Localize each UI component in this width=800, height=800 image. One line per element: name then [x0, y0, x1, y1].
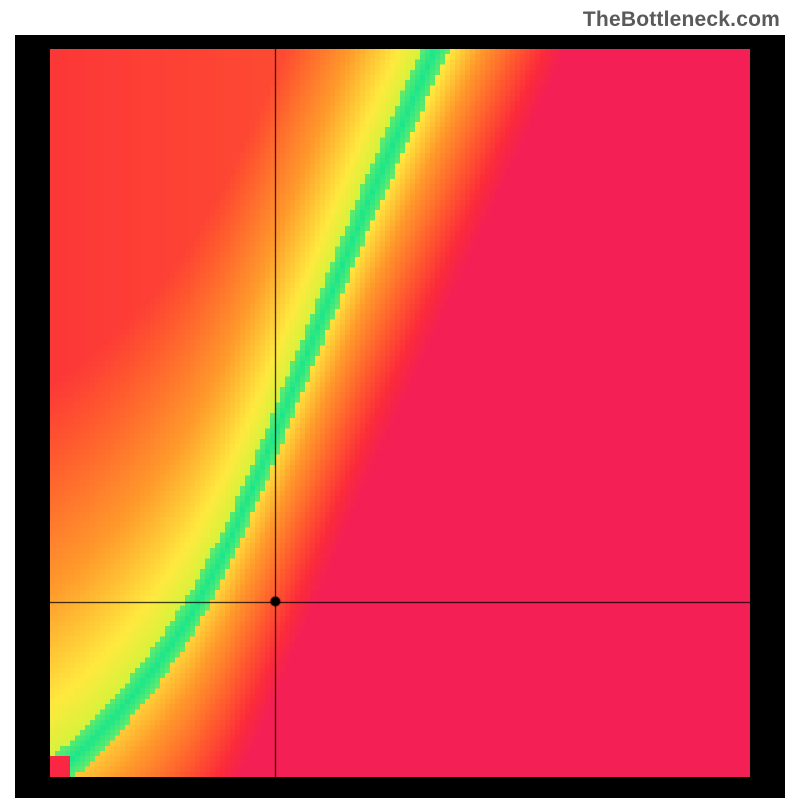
watermark-text: TheBottleneck.com — [583, 8, 780, 32]
crosshair-overlay — [50, 49, 750, 777]
